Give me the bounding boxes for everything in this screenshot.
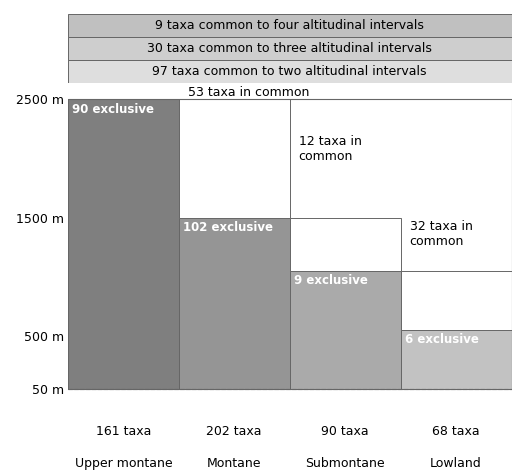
Bar	[68, 37, 512, 60]
Text: 12 taxa in
common: 12 taxa in common	[299, 135, 361, 163]
Text: 68 taxa: 68 taxa	[432, 425, 480, 438]
Bar	[401, 271, 512, 330]
Text: 53 taxa in common: 53 taxa in common	[188, 87, 309, 99]
Text: 9 exclusive: 9 exclusive	[294, 274, 368, 287]
Bar	[290, 218, 401, 271]
Text: 6 exclusive: 6 exclusive	[405, 333, 479, 346]
Text: 30 taxa common to three altitudinal intervals: 30 taxa common to three altitudinal inte…	[147, 42, 432, 55]
Text: 90 exclusive: 90 exclusive	[72, 103, 155, 116]
Text: Montane: Montane	[207, 457, 262, 470]
Bar	[290, 271, 401, 389]
Text: 90 taxa: 90 taxa	[322, 425, 369, 438]
Bar	[401, 330, 512, 389]
Bar	[68, 99, 179, 389]
Text: 32 taxa in
common: 32 taxa in common	[409, 220, 472, 248]
Text: 161 taxa: 161 taxa	[96, 425, 151, 438]
Bar	[179, 218, 290, 389]
Bar	[179, 99, 290, 218]
Bar	[68, 14, 512, 37]
Text: 9 taxa common to four altitudinal intervals: 9 taxa common to four altitudinal interv…	[155, 19, 424, 32]
Text: Upper montane: Upper montane	[75, 457, 172, 470]
Text: 202 taxa: 202 taxa	[207, 425, 262, 438]
Bar	[68, 60, 512, 83]
Text: 97 taxa common to two altitudinal intervals: 97 taxa common to two altitudinal interv…	[152, 65, 427, 78]
Text: Submontane: Submontane	[305, 457, 385, 470]
Text: 102 exclusive: 102 exclusive	[183, 221, 273, 234]
Text: Lowland: Lowland	[430, 457, 482, 470]
